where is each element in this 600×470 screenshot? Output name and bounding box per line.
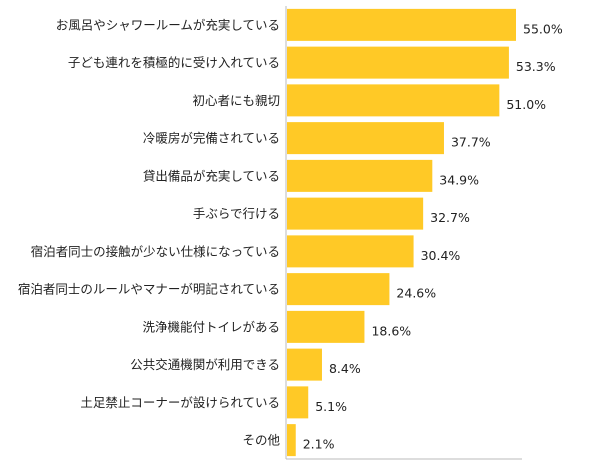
bar-9 (287, 348, 322, 381)
category-label-5: 手ぶらで行ける (193, 206, 280, 221)
bars-layer (287, 8, 516, 457)
value-label-7: 24.6% (396, 286, 436, 301)
value-label-10: 5.1% (315, 399, 347, 414)
category-label-6: 宿泊者同士の接触が少ない仕様になっている (31, 244, 280, 259)
bar-1 (287, 46, 509, 79)
category-label-1: 子ども連れを積極的に受け入れている (68, 55, 280, 70)
bar-5 (287, 197, 424, 230)
category-label-0: お風呂やシャワールームが充実している (56, 17, 280, 32)
category-label-8: 洗浄機能付トイレがある (142, 319, 280, 334)
bar-6 (287, 235, 414, 268)
bar-7 (287, 273, 390, 306)
value-label-3: 37.7% (451, 135, 491, 150)
bar-8 (287, 310, 365, 343)
bar-0 (287, 8, 516, 41)
bar-10 (287, 386, 309, 419)
bar-11 (287, 424, 296, 457)
category-label-4: 貸出備品が充実している (143, 168, 280, 183)
category-labels: お風呂やシャワールームが充実している子ども連れを積極的に受け入れている初心者にも… (18, 17, 281, 447)
bar-4 (287, 159, 433, 192)
category-label-2: 初心者にも親切 (192, 93, 280, 108)
value-label-8: 18.6% (371, 323, 411, 338)
value-label-4: 34.9% (439, 172, 479, 187)
category-label-7: 宿泊者同士のルールやマナーが明記されている (18, 282, 280, 297)
value-label-0: 55.0% (523, 21, 563, 36)
value-label-6: 30.4% (421, 248, 461, 263)
value-label-1: 53.3% (516, 59, 556, 74)
bar-2 (287, 84, 500, 117)
bar-3 (287, 122, 444, 155)
value-labels: 55.0% 53.3% 51.0% 37.7% 34.9% 32.7% 30.4% 24.6%… (303, 21, 563, 451)
value-label-9: 8.4% (329, 361, 361, 376)
category-label-3: 冷暖房が完備されている (143, 131, 280, 146)
value-label-5: 32.7% (430, 210, 470, 225)
value-label-11: 2.1% (303, 437, 335, 452)
category-label-9: 公共交通機関が利用できる (130, 357, 280, 372)
category-label-11: その他 (242, 433, 280, 448)
value-label-2: 51.0% (506, 97, 546, 112)
category-label-10: 土足禁止コーナーが設けられている (80, 395, 280, 410)
